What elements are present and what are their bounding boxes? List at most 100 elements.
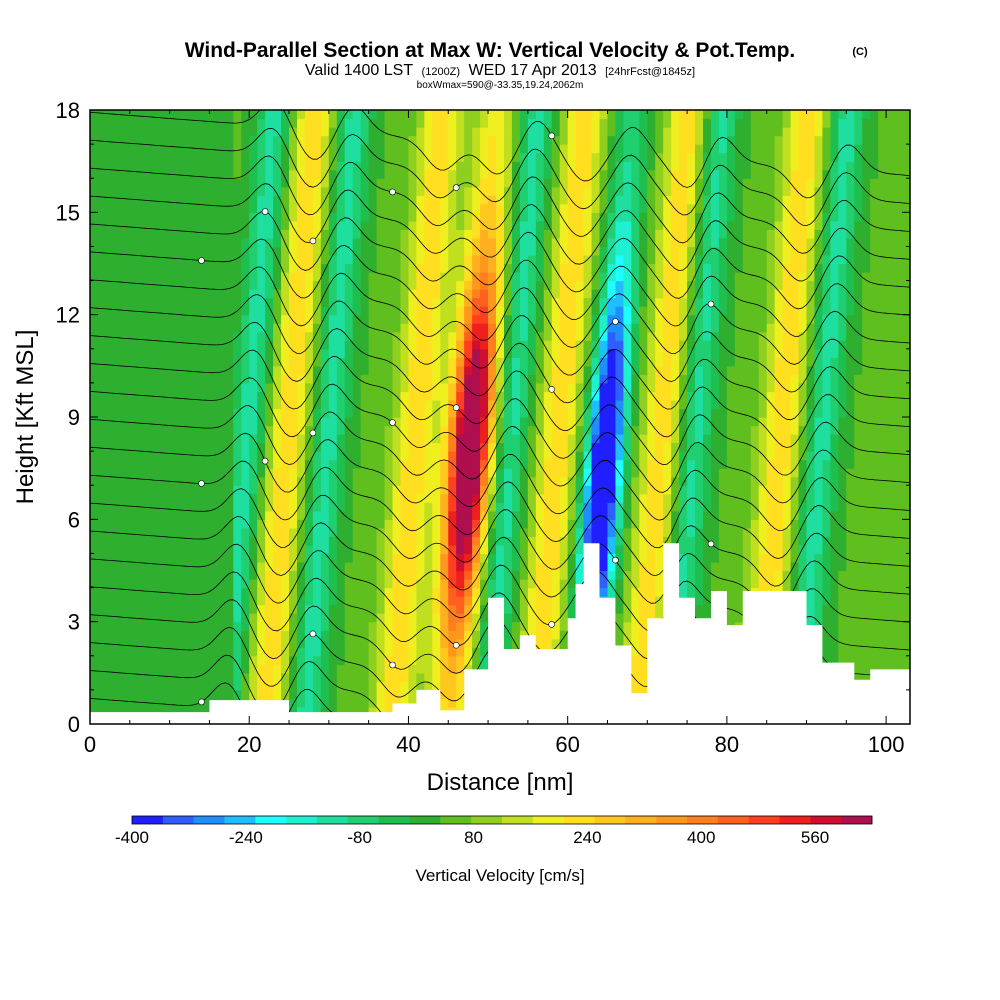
- velocity-cell: [312, 331, 322, 341]
- velocity-cell: [105, 357, 115, 367]
- velocity-cell: [225, 186, 234, 196]
- velocity-cell: [392, 289, 402, 299]
- velocity-cell: [209, 579, 218, 589]
- velocity-cell: [607, 297, 617, 307]
- velocity-cell: [273, 476, 282, 486]
- velocity-cell: [328, 169, 338, 179]
- velocity-cell: [519, 237, 529, 248]
- velocity-cell: [384, 579, 394, 589]
- velocity-cell: [336, 348, 346, 358]
- velocity-cell: [320, 127, 330, 137]
- velocity-cell: [153, 672, 163, 682]
- velocity-cell: [289, 434, 298, 444]
- velocity-cell: [400, 570, 410, 580]
- velocity-cell: [448, 434, 457, 444]
- velocity-cell: [591, 357, 601, 367]
- velocity-cell: [241, 476, 250, 486]
- velocity-cell: [217, 459, 226, 469]
- velocity-cell: [496, 331, 505, 341]
- velocity-cell: [591, 451, 601, 461]
- velocity-cell: [599, 186, 609, 196]
- velocity-cell: [424, 587, 433, 597]
- box-info: boxWmax=590@-33.35,19.24,2062m: [417, 80, 584, 91]
- velocity-cell: [304, 476, 314, 486]
- velocity-cell: [432, 391, 441, 401]
- velocity-cell: [440, 493, 449, 503]
- velocity-cell: [360, 689, 370, 700]
- velocity-cell: [575, 374, 585, 384]
- velocity-cell: [320, 493, 330, 503]
- velocity-cell: [289, 621, 298, 631]
- velocity-cell: [161, 664, 171, 674]
- velocity-cell: [217, 493, 226, 503]
- velocity-cell: [161, 382, 171, 393]
- velocity-cell: [503, 408, 513, 418]
- velocity-cell: [185, 195, 195, 205]
- velocity-cell: [328, 314, 338, 324]
- velocity-cell: [169, 127, 179, 137]
- velocity-cell: [273, 340, 282, 350]
- velocity-cell: [472, 186, 481, 196]
- velocity-cell: [265, 110, 274, 120]
- velocity-cell: [376, 621, 386, 631]
- velocity-cell: [352, 434, 362, 444]
- velocity-cell: [583, 510, 593, 520]
- velocity-cell: [97, 485, 107, 495]
- velocity-cell: [121, 425, 131, 435]
- velocity-cell: [201, 186, 211, 196]
- velocity-cell: [185, 570, 195, 580]
- velocity-cell: [424, 195, 433, 205]
- velocity-cell: [551, 502, 561, 512]
- velocity-cell: [464, 169, 473, 179]
- velocity-cell: [193, 357, 203, 367]
- velocity-cell: [535, 135, 545, 145]
- velocity-cell: [559, 459, 569, 469]
- velocity-cell: [217, 579, 226, 589]
- velocity-cell: [424, 212, 433, 222]
- velocity-cell: [615, 365, 624, 375]
- velocity-cell: [384, 425, 394, 435]
- velocity-cell: [273, 621, 282, 631]
- velocity-cell: [376, 178, 386, 188]
- velocity-cell: [273, 280, 282, 290]
- velocity-cell: [551, 340, 561, 350]
- velocity-cell: [591, 417, 601, 427]
- velocity-cell: [384, 468, 394, 478]
- velocity-cell: [97, 220, 107, 230]
- velocity-cell: [535, 152, 545, 162]
- velocity-cell: [129, 468, 139, 478]
- velocity-cell: [408, 502, 418, 512]
- velocity-cell: [233, 468, 242, 478]
- velocity-cell: [408, 417, 418, 427]
- velocity-cell: [480, 246, 489, 256]
- velocity-cell: [519, 127, 529, 137]
- velocity-cell: [480, 178, 489, 188]
- velocity-cell: [424, 254, 433, 265]
- velocity-cell: [304, 681, 314, 691]
- velocity-cell: [225, 331, 234, 341]
- velocity-cell: [424, 314, 433, 324]
- velocity-cell: [225, 689, 234, 700]
- velocity-cell: [145, 664, 155, 674]
- velocity-cell: [503, 237, 513, 248]
- velocity-cell: [607, 186, 617, 196]
- velocity-cell: [360, 638, 370, 648]
- velocity-cell: [177, 485, 187, 495]
- velocity-cell: [440, 553, 449, 563]
- velocity-cell: [400, 510, 410, 520]
- velocity-cell: [90, 689, 99, 700]
- velocity-cell: [113, 579, 123, 589]
- velocity-cell: [503, 357, 513, 367]
- velocity-cell: [623, 280, 632, 290]
- velocity-cell: [583, 357, 593, 367]
- velocity-cell: [265, 169, 274, 179]
- velocity-cell: [249, 689, 258, 700]
- velocity-cell: [408, 374, 418, 384]
- velocity-cell: [599, 459, 609, 469]
- velocity-cell: [360, 391, 370, 401]
- velocity-cell: [543, 382, 553, 393]
- velocity-cell: [384, 229, 394, 239]
- velocity-cell: [273, 570, 282, 580]
- velocity-cell: [201, 365, 211, 375]
- velocity-cell: [265, 553, 274, 563]
